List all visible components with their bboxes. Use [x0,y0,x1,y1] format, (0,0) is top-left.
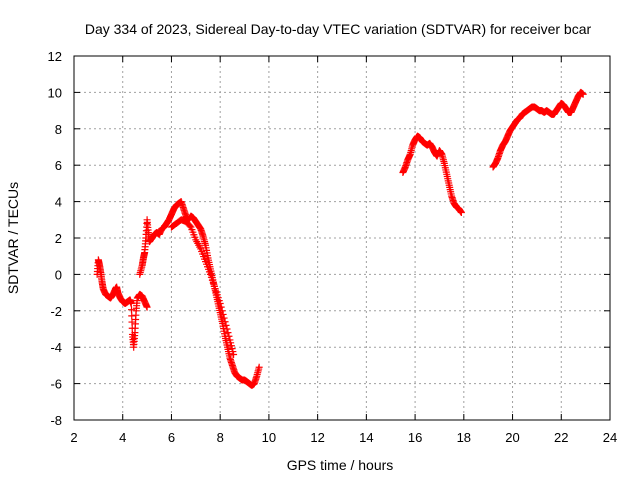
data-point-marker [186,222,194,230]
y-tick-label: 2 [55,231,62,246]
data-point-marker [457,209,465,217]
x-tick-label: 22 [554,430,568,445]
y-tick-label: -4 [50,340,62,355]
data-point-marker [218,307,226,315]
data-point-marker [219,310,227,318]
chart-title: Day 334 of 2023, Sidereal Day-to-day VTE… [85,21,592,37]
y-tick-labels: -8 -6 -4 -2 0 2 4 6 8 10 12 [48,49,62,428]
y-tick-label: 8 [55,122,62,137]
data-point-marker [255,363,263,371]
x-tick-label: 14 [359,430,373,445]
data-point-marker [230,350,238,358]
x-tick-label: 6 [168,430,175,445]
data-point-marker [225,332,233,340]
x-tick-label: 18 [457,430,471,445]
data-point-marker [579,90,587,98]
grid-lines [74,56,610,420]
x-tick-label: 10 [262,430,276,445]
y-tick-label: -8 [50,413,62,428]
y-tick-label: -6 [50,377,62,392]
x-tick-label: 4 [119,430,126,445]
axis-ticks [73,55,611,421]
data-point-marker [143,303,151,311]
data-point-marker [127,306,135,314]
x-tick-labels: 2 4 6 8 10 12 14 16 18 20 22 24 [70,430,617,445]
data-point-marker [221,318,229,326]
data-point-marker [223,325,231,333]
y-tick-label: -2 [50,304,62,319]
y-tick-label: 4 [55,195,62,210]
data-point-marker [128,312,136,320]
x-tick-label: 16 [408,430,422,445]
y-axis-label: SDTVAR / TECUs [5,182,21,294]
x-tick-label: 2 [70,430,77,445]
y-tick-label: 12 [48,49,62,64]
data-point-marker [217,303,225,311]
y-tick-label: 6 [55,158,62,173]
y-tick-label: 0 [55,267,62,282]
x-tick-label: 24 [603,430,617,445]
y-tick-label: 10 [48,85,62,100]
data-points [93,88,587,389]
x-tick-label: 12 [310,430,324,445]
data-point-marker [224,329,232,337]
x-tick-label: 20 [505,430,519,445]
data-point-marker [220,314,228,322]
x-tick-label: 8 [217,430,224,445]
data-point-marker [222,321,230,329]
x-axis-label: GPS time / hours [287,457,394,473]
data-point-marker [216,300,224,308]
